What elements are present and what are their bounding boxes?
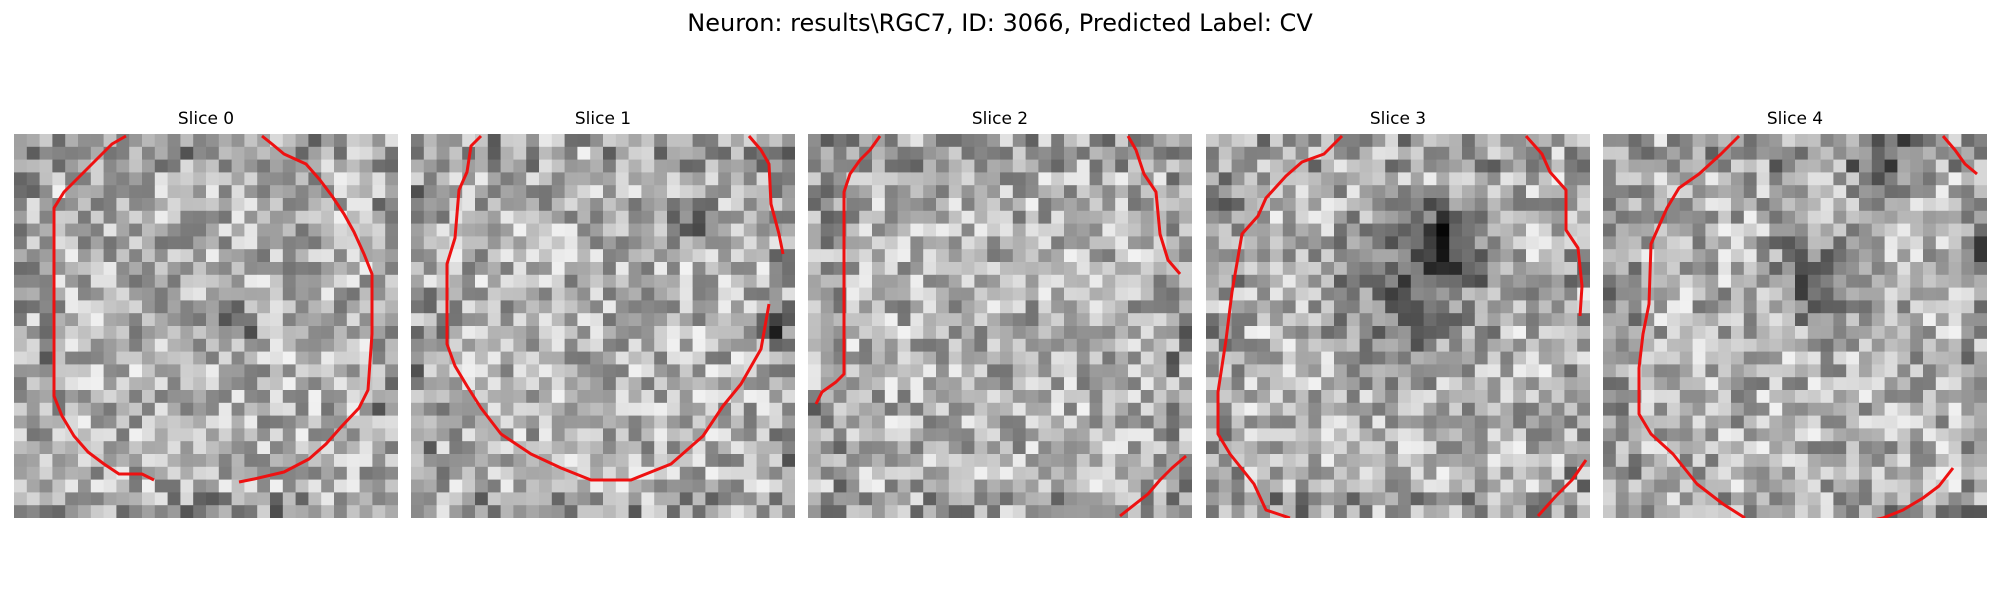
contour-line (238, 134, 374, 484)
contour-line (1524, 135, 1584, 317)
contour-line (1119, 454, 1187, 518)
slice-pixel-grid (808, 134, 1192, 518)
contour-line (52, 134, 155, 482)
slice-title: Slice 0 (177, 109, 235, 129)
slice-image-4 (1603, 134, 1987, 518)
slice-panel-1: Slice 1 (411, 108, 795, 520)
slice-pixel-grid (1206, 134, 1590, 518)
slice-image-1 (411, 134, 795, 518)
slice-image-3 (1206, 134, 1590, 518)
contour-line (1126, 135, 1182, 275)
contour-line (814, 135, 882, 405)
slice-title: Slice 2 (971, 109, 1029, 129)
slice-image-2 (808, 134, 1192, 518)
slice-pixel-grid (14, 134, 398, 518)
slice-image-0 (14, 134, 398, 518)
slice-panel-4: Slice 4 (1603, 108, 1987, 520)
slice-pixel-grid (411, 134, 795, 518)
contour-line (445, 134, 771, 482)
contour-line (1637, 134, 1746, 518)
figure-title: Neuron: results\RGC7, ID: 3066, Predicte… (687, 9, 1313, 37)
slice-pixel-grid (1603, 134, 1987, 518)
slice-title: Slice 4 (1766, 109, 1824, 129)
slice-title: Slice 3 (1369, 109, 1427, 129)
contour-line (1216, 134, 1344, 518)
slice-panel-3: Slice 3 (1206, 108, 1590, 520)
slice-panel-2: Slice 2 (808, 108, 1192, 520)
contour-line (1941, 135, 1978, 176)
slice-title: Slice 1 (574, 109, 632, 129)
contour-line (1875, 467, 1955, 518)
contour-line (747, 135, 785, 255)
contour-line (1536, 459, 1588, 518)
slice-panel-0: Slice 0 (14, 108, 398, 520)
